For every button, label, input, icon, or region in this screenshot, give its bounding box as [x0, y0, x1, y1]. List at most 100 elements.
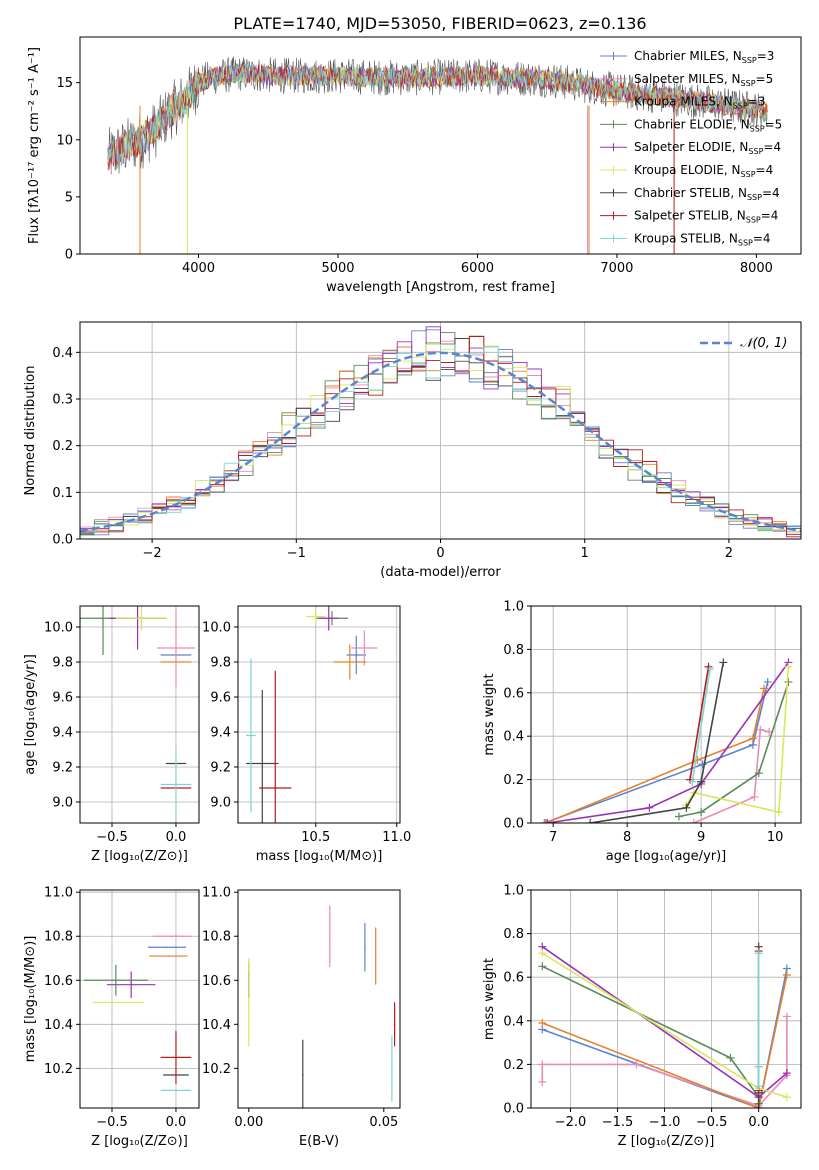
legend-entry: Kroupa STELIB, NSSP=4 [634, 231, 771, 247]
x-tick-label: 0.00 [234, 1115, 263, 1130]
y-tick-label: 0.0 [52, 533, 73, 548]
massweight-marker [688, 777, 697, 786]
massweight-marker [693, 756, 702, 765]
data-point [175, 1089, 177, 1092]
massweight-marker [782, 1093, 791, 1102]
x-tick-label: 7000 [600, 261, 633, 276]
data-point [329, 935, 331, 938]
massweight-line-0 [544, 681, 769, 823]
y-tick-label: 0.4 [503, 1014, 524, 1029]
x-tick-label: −2 [143, 546, 162, 561]
massweight-line-5 [685, 666, 790, 814]
y-tick-label: 9.2 [210, 761, 231, 776]
residual-histogram-panel: −2 −1 0 1 2 0.0 0.1 0.2 0.3 0.4 (data-model)/error… [23, 321, 802, 580]
y-tick-label: 9.4 [210, 726, 231, 741]
y-tick-label: 0 [65, 248, 73, 263]
massweight-marker [645, 803, 654, 812]
data-point [364, 946, 366, 949]
massweight-marker [784, 677, 793, 686]
legend-suffix: =3 [748, 95, 766, 109]
massweight-marker [538, 962, 547, 971]
massweight-line-1 [693, 728, 770, 823]
massweight-marker [540, 819, 549, 823]
y-tick-label: 10.2 [44, 1062, 73, 1077]
legend-entry: 𝒩(0, 1) [740, 336, 787, 351]
x-axis-label: wavelength [Angstrom, rest frame] [326, 280, 555, 295]
y-tick-label: 10.4 [202, 1018, 231, 1033]
spectrum-line-4 [107, 64, 768, 167]
data-point [348, 661, 351, 663]
y-tick-label: 9.4 [52, 726, 73, 741]
massweight-marker [756, 725, 765, 734]
data-point [314, 615, 317, 618]
x-tick-label: 5000 [321, 261, 354, 276]
spectrum-line-8 [107, 63, 768, 169]
y-tick-label: 1.0 [503, 600, 524, 615]
massweight-line-2 [542, 974, 788, 1108]
data-point [393, 1023, 396, 1026]
legend-sub: SSP [741, 79, 756, 88]
massweight-line-8 [691, 668, 711, 782]
massweight-marker [748, 734, 757, 743]
age-vs-mass-panel: 10.5 11.0 9.0 9.2 9.4 9.6 9.8 10.0 mass [log₁₀(M… [202, 605, 411, 864]
y-tick-label: 10.4 [44, 1018, 73, 1033]
massweight-marker [538, 1077, 547, 1086]
x-tick-label: −1.5 [602, 1115, 634, 1130]
axes-frame [237, 605, 401, 824]
y-tick-label: 10.2 [202, 1062, 231, 1077]
data-point [374, 955, 377, 957]
legend-sub: SSP [738, 238, 753, 247]
y-tick-label: 15 [56, 76, 73, 91]
legend-sub: SSP [741, 170, 756, 179]
massweight-marker [784, 662, 793, 671]
data-point [355, 654, 358, 656]
y-tick-label: 0.6 [503, 971, 524, 986]
x-axis-label: Z [log₁₀(Z/Z⊙)] [618, 1134, 715, 1149]
spectrum-line-7 [107, 63, 768, 170]
massweight-marker [763, 677, 772, 686]
massweight-marker [782, 1069, 791, 1078]
massweight-marker [538, 949, 547, 958]
y-axis-label: mass weight [482, 958, 497, 1040]
y-tick-label: 9.0 [210, 796, 231, 811]
legend-label: Chabrier MILES, N [634, 49, 742, 63]
data-point [175, 647, 177, 649]
x-axis-label: Z [log₁₀(Z/Z⊙)] [91, 1134, 188, 1149]
x-tick-label: −2.0 [555, 1115, 587, 1130]
y-tick-label: 11.0 [44, 886, 73, 901]
massweight-marker [697, 808, 706, 817]
plot-area [83, 935, 192, 1092]
massweight-line-7 [689, 666, 710, 780]
legend-sub: SSP [733, 102, 748, 111]
data-point [102, 617, 104, 620]
y-axis-label: mass [log₁₀(M/M⊙)] [23, 936, 38, 1063]
axes-frame [79, 889, 200, 1109]
x-tick-label: −0.5 [96, 1115, 128, 1130]
legend-entry: Salpeter ELODIE, NSSP=4 [634, 140, 781, 156]
massweight-marker [538, 1060, 547, 1069]
massweight-marker [726, 1053, 735, 1062]
data-point [140, 617, 143, 620]
x-tick-label: 0.0 [748, 1115, 769, 1130]
massweight-marker [682, 803, 691, 812]
legend-label: Salpeter MILES, N [634, 72, 741, 86]
y-axis-label: mass weight [482, 673, 497, 755]
x-tick-label: 2 [725, 546, 733, 561]
data-point [175, 783, 177, 786]
massweight-line-3 [678, 681, 790, 818]
legend-suffix: =5 [756, 72, 774, 86]
legend-sub: SSP [750, 124, 765, 133]
figure-title: PLATE=1740, MJD=53050, FIBERID=0623, z=0… [233, 14, 646, 33]
x-tick-label: 10.5 [301, 830, 330, 845]
massweight-marker [754, 1062, 763, 1071]
y-axis-label: age [log₁₀(age/yr)] [23, 654, 38, 775]
data-point [167, 955, 170, 957]
x-tick-label: 7 [549, 830, 557, 845]
plot-area [538, 942, 791, 1108]
x-tick-label: 8000 [740, 261, 773, 276]
massweight-marker [782, 1012, 791, 1021]
massweight-marker [697, 777, 706, 786]
x-tick-label: 9 [697, 830, 705, 845]
